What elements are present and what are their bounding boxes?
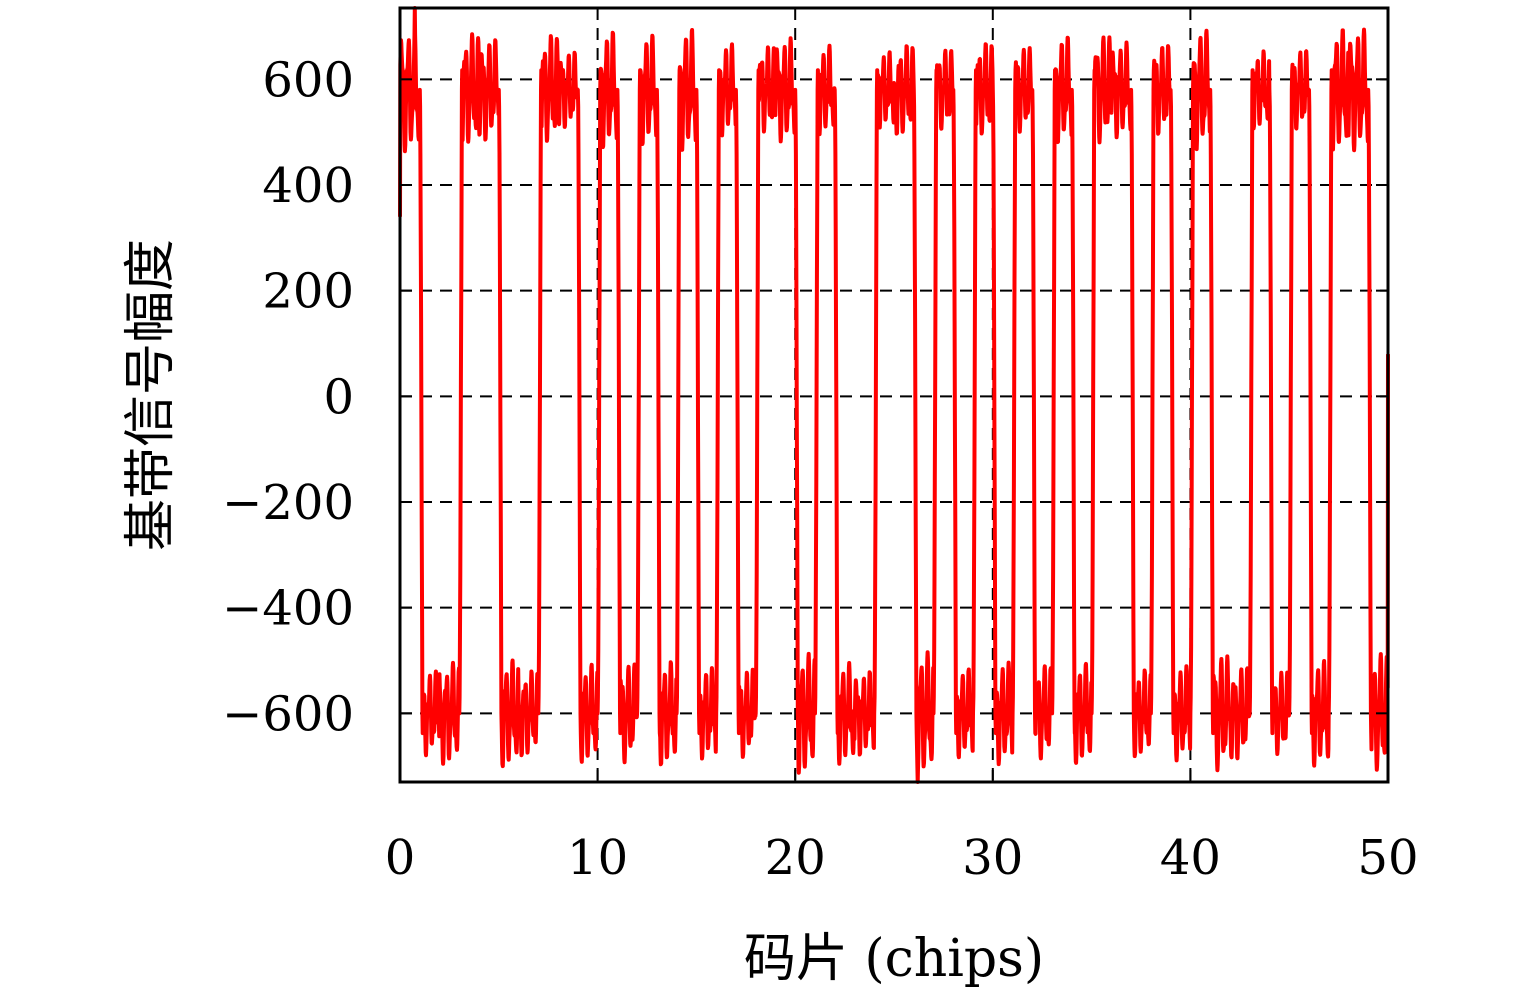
y-axis-title: 基带信号幅度 bbox=[121, 239, 181, 551]
y-tick-label: 600 bbox=[262, 52, 354, 108]
x-tick-label: 30 bbox=[962, 830, 1023, 886]
plot-frame bbox=[398, 6, 1390, 784]
y-tick-label: 400 bbox=[262, 158, 354, 214]
y-axis-ticks: 600 400 200 0 −200 −400 −600 bbox=[222, 52, 1388, 742]
series-line bbox=[398, 6, 1390, 784]
y-tick-label: 200 bbox=[262, 264, 354, 320]
x-tick-label: 50 bbox=[1357, 830, 1418, 886]
x-tick-label: 40 bbox=[1160, 830, 1221, 886]
y-tick-label: −200 bbox=[222, 475, 354, 531]
y-tick-label: −600 bbox=[222, 686, 354, 742]
x-axis-title: 码片 (chips) bbox=[744, 929, 1044, 989]
x-axis-ticks: 0 10 20 30 40 50 bbox=[385, 770, 1419, 886]
y-tick-label: 0 bbox=[323, 369, 354, 425]
x-tick-label: 0 bbox=[385, 830, 416, 886]
x-tick-label: 10 bbox=[567, 830, 628, 886]
y-tick-label: −400 bbox=[222, 581, 354, 637]
x-tick-label: 20 bbox=[765, 830, 826, 886]
